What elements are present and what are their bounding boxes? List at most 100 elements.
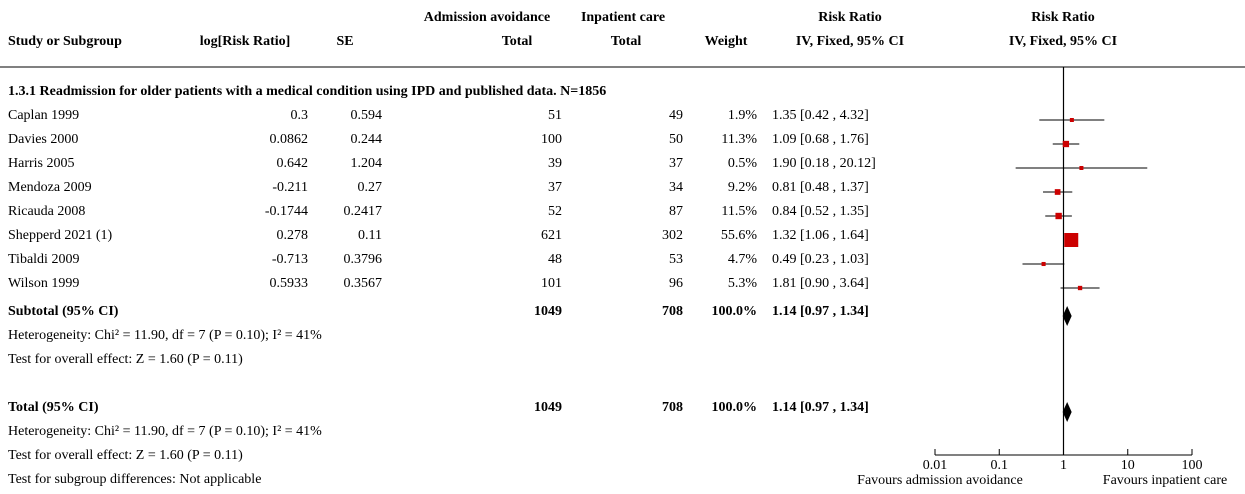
cell: 101 (541, 276, 562, 291)
x-tick-label: 1 (1060, 458, 1067, 473)
cell: 52 (548, 204, 562, 219)
cell: 621 (541, 228, 562, 243)
summary-total: 1049 (534, 400, 562, 415)
study-name: Caplan 1999 (8, 108, 79, 123)
effect-square (1062, 140, 1070, 148)
x-label-right: Favours inpatient care (1103, 473, 1227, 488)
header: SE (336, 34, 353, 49)
cell: 51 (548, 108, 562, 123)
effect-square (1077, 285, 1083, 291)
x-label-left: Favours admission avoidance (857, 473, 1023, 488)
x-tick-label: 0.01 (923, 458, 948, 473)
note: Test for subgroup differences: Not appli… (8, 472, 261, 487)
cell: 96 (669, 276, 683, 291)
cell: 0.594 (351, 108, 383, 123)
header: IV, Fixed, 95% CI (1009, 34, 1117, 49)
summary-total: 708 (662, 304, 683, 319)
cell: 100 (541, 132, 562, 147)
risk-ratio: 1.09 [0.68 , 1.76] (772, 132, 869, 147)
study-name: Tibaldi 2009 (8, 252, 79, 267)
effect-square (1054, 189, 1061, 195)
header: Inpatient care (581, 10, 665, 25)
header: Risk Ratio (1031, 10, 1094, 25)
summary-weight: 100.0% (712, 400, 758, 415)
cell: 39 (548, 156, 562, 171)
risk-ratio: 0.49 [0.23 , 1.03] (772, 252, 869, 267)
weight: 55.6% (721, 228, 758, 243)
cell: 0.27 (358, 180, 383, 195)
summary-label: Subtotal (95% CI) (8, 304, 119, 319)
group-title: 1.3.1 Readmission for older patients wit… (8, 84, 606, 99)
x-tick-label: 10 (1121, 458, 1135, 473)
cell: 48 (548, 252, 562, 267)
x-tick-label: 100 (1182, 458, 1203, 473)
risk-ratio: 0.84 [0.52 , 1.35] (772, 204, 869, 219)
study-name: Mendoza 2009 (8, 180, 92, 195)
summary-diamond (1062, 402, 1072, 422)
study-name: Wilson 1999 (8, 276, 79, 291)
risk-ratio: 0.81 [0.48 , 1.37] (772, 180, 869, 195)
cell: -0.211 (272, 180, 308, 195)
x-tick-label: 0.1 (991, 458, 1009, 473)
cell: 0.11 (358, 228, 382, 243)
weight: 11.5% (721, 204, 757, 219)
study-name: Davies 2000 (8, 132, 78, 147)
header: log[Risk Ratio] (200, 34, 291, 49)
cell: 37 (669, 156, 683, 171)
cell: 0.278 (277, 228, 309, 243)
header: Risk Ratio (818, 10, 881, 25)
cell: 0.5933 (270, 276, 309, 291)
weight: 5.3% (728, 276, 758, 291)
cell: 1.204 (351, 156, 383, 171)
risk-ratio: 1.81 [0.90 , 3.64] (772, 276, 869, 291)
note: Test for overall effect: Z = 1.60 (P = 0… (8, 352, 243, 367)
cell: 37 (548, 180, 562, 195)
effect-square (1069, 118, 1074, 122)
risk-ratio: 1.32 [1.06 , 1.64] (772, 228, 869, 243)
note: Heterogeneity: Chi² = 11.90, df = 7 (P =… (8, 328, 322, 343)
study-name: Harris 2005 (8, 156, 75, 171)
effect-square (1055, 212, 1062, 220)
cell: 0.3796 (344, 252, 383, 267)
cell: 50 (669, 132, 683, 147)
note: Test for overall effect: Z = 1.60 (P = 0… (8, 448, 243, 463)
cell: 0.244 (351, 132, 383, 147)
study-name: Shepperd 2021 (1) (8, 228, 113, 243)
weight: 0.5% (728, 156, 758, 171)
summary-diamond (1062, 306, 1072, 326)
summary-risk-ratio: 1.14 [0.97 , 1.34] (772, 304, 869, 319)
summary-total: 708 (662, 400, 683, 415)
header: Admission avoidance (424, 10, 550, 25)
effect-square (1079, 166, 1084, 170)
cell: 53 (669, 252, 683, 267)
cell: 49 (669, 108, 683, 123)
cell: 0.3 (291, 108, 309, 123)
summary-total: 1049 (534, 304, 562, 319)
cell: 87 (669, 204, 683, 219)
risk-ratio: 1.35 [0.42 , 4.32] (772, 108, 869, 123)
header: Study or Subgroup (8, 34, 122, 49)
cell: -0.1744 (265, 204, 308, 219)
summary-label: Total (95% CI) (8, 400, 99, 415)
cell: 0.3567 (344, 276, 383, 291)
summary-risk-ratio: 1.14 [0.97 , 1.34] (772, 400, 869, 415)
cell: 302 (662, 228, 683, 243)
cell: 0.2417 (344, 204, 383, 219)
effect-square (1064, 233, 1079, 247)
header: Weight (705, 34, 748, 49)
summary-weight: 100.0% (712, 304, 758, 319)
weight: 4.7% (728, 252, 758, 267)
header: Total (611, 34, 642, 49)
note: Heterogeneity: Chi² = 11.90, df = 7 (P =… (8, 424, 322, 439)
cell: -0.713 (272, 252, 308, 267)
header: IV, Fixed, 95% CI (796, 34, 904, 49)
weight: 11.3% (721, 132, 757, 147)
cell: 0.642 (277, 156, 309, 171)
header: Total (502, 34, 533, 49)
weight: 1.9% (728, 108, 758, 123)
study-name: Ricauda 2008 (8, 204, 85, 219)
weight: 9.2% (728, 180, 758, 195)
effect-square (1041, 261, 1046, 267)
cell: 34 (669, 180, 683, 195)
